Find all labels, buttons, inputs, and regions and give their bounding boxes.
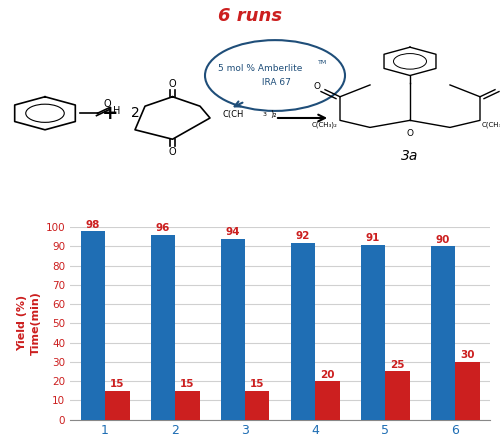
Text: O: O — [499, 82, 500, 90]
Text: IRA 67: IRA 67 — [259, 78, 291, 87]
Bar — [105, 391, 130, 420]
Text: C(CH₃)₂: C(CH₃)₂ — [482, 122, 500, 128]
Text: 90: 90 — [436, 235, 450, 245]
Text: )₂: )₂ — [270, 110, 276, 119]
Y-axis label: Yield (%)
Time(min): Yield (%) Time(min) — [18, 291, 42, 355]
Text: 3: 3 — [262, 112, 266, 117]
Text: 15: 15 — [110, 379, 124, 389]
Bar — [290, 243, 315, 420]
Bar — [175, 391, 200, 420]
Text: TM: TM — [318, 60, 327, 65]
Text: C(CH₃)₂: C(CH₃)₂ — [312, 122, 338, 128]
Text: 96: 96 — [156, 223, 170, 233]
Text: 2: 2 — [130, 106, 140, 120]
Bar — [80, 231, 105, 420]
Bar — [385, 371, 409, 420]
Text: 91: 91 — [366, 233, 380, 243]
Text: 92: 92 — [296, 231, 310, 241]
Text: 15: 15 — [180, 379, 194, 389]
Text: O: O — [104, 99, 112, 109]
Text: 30: 30 — [460, 350, 474, 360]
Text: O: O — [168, 79, 176, 89]
Text: 25: 25 — [390, 360, 404, 370]
Bar — [150, 235, 175, 420]
Bar — [245, 391, 270, 420]
Bar — [315, 381, 340, 420]
Bar — [220, 239, 245, 420]
Text: 6 runs: 6 runs — [218, 7, 282, 25]
Text: H: H — [112, 106, 120, 116]
Text: O: O — [406, 129, 414, 138]
Text: 15: 15 — [250, 379, 264, 389]
Text: 5 mol % Amberlite: 5 mol % Amberlite — [218, 64, 302, 73]
Text: +: + — [102, 104, 118, 123]
Text: 98: 98 — [86, 219, 100, 229]
Bar — [455, 362, 479, 420]
Text: 94: 94 — [226, 227, 240, 237]
Bar — [360, 245, 385, 420]
Text: C(CH: C(CH — [222, 110, 244, 119]
Text: O: O — [168, 147, 176, 157]
Text: 20: 20 — [320, 370, 334, 379]
Bar — [430, 246, 455, 420]
Text: 3a: 3a — [402, 149, 418, 163]
Text: O: O — [314, 82, 321, 90]
